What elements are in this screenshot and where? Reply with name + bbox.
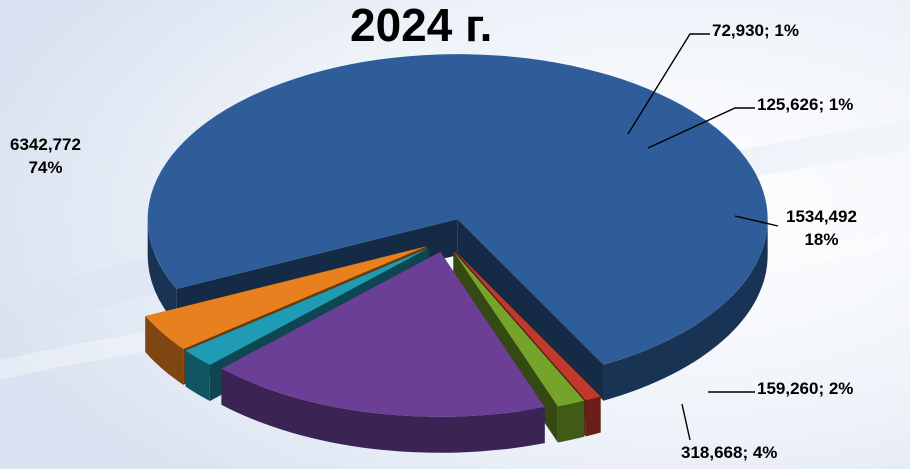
pie-slice-1-rim (603, 219, 768, 401)
leader-line-5 (681, 403, 691, 441)
pie-slice-3-top (453, 251, 585, 407)
data-label-slice-3: 125,626; 1% (757, 95, 854, 114)
data-label-value: 6342,772 (10, 135, 81, 154)
data-label-percent: 4% (752, 443, 778, 462)
pie-slice-4 (221, 251, 545, 453)
pie-slice-4-top (221, 251, 545, 417)
data-label-value: 318,668 (681, 443, 743, 462)
data-label-percent: 2% (828, 379, 854, 398)
data-label-slice-2: 72,930; 1% (712, 21, 799, 40)
pie-slice-6-top (145, 246, 427, 349)
data-label-slice-6: 318,668; 4% (681, 443, 778, 462)
pie-slice-5-rim (185, 350, 210, 401)
pie-slice-6-rim (145, 316, 184, 385)
data-label-slice-4: 1534,492 18% (786, 206, 857, 252)
pie-slice-2-top (454, 250, 601, 401)
pie-slice-1-rim (147, 219, 177, 325)
leader-line-3 (734, 215, 779, 227)
pie-slice-4-rim (221, 368, 545, 453)
data-label-value: 1534,492 (786, 207, 857, 226)
pie-slice-1 (147, 54, 768, 401)
data-label-value: 125,626 (757, 95, 819, 114)
leader-line-2 (647, 107, 755, 149)
data-label-percent: 18% (804, 229, 839, 249)
data-label-percent: 1% (774, 21, 799, 40)
pie-slice-1-wall-2 (457, 219, 604, 401)
data-label-slice-1: 6342,772 74% (10, 134, 81, 180)
pie-slice-5-top (185, 248, 429, 365)
pie-slice-2-rim (585, 396, 601, 437)
data-label-percent: 1% (828, 95, 854, 114)
leader-line-1 (627, 33, 710, 135)
leader-lines (627, 33, 779, 441)
pie-slice-3-rim (557, 400, 585, 443)
data-label-value: 159,260 (757, 379, 819, 398)
pie-slice-1-top (147, 54, 768, 365)
chart-title: 2024 г. (350, 0, 493, 51)
data-label-value: 72,930 (712, 21, 764, 40)
data-label-slice-5: 159,260; 2% (757, 379, 854, 398)
data-label-percent: 74% (28, 157, 63, 177)
pie-slice-5-wall-2 (185, 248, 429, 387)
pie (145, 54, 768, 453)
